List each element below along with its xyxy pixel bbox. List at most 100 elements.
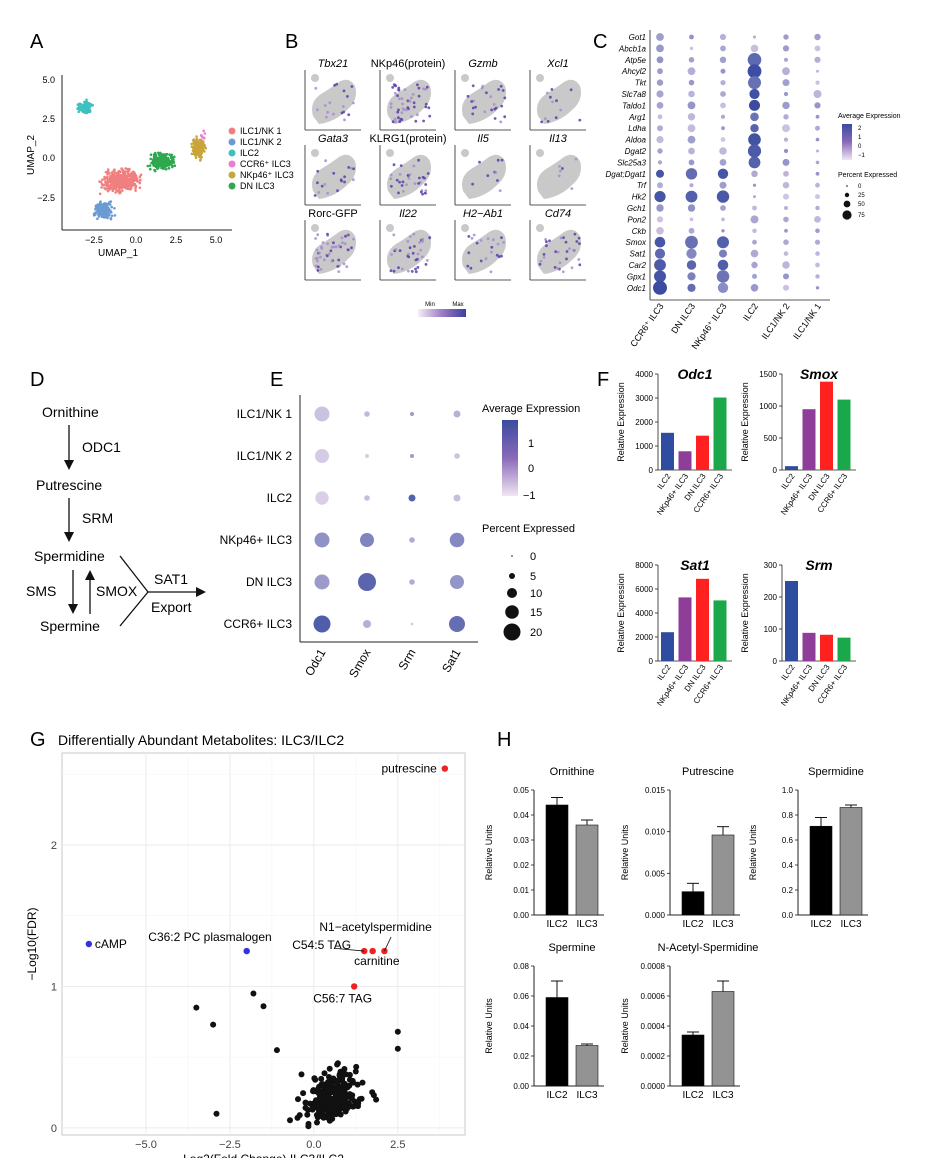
feature-plot-expr [503, 115, 507, 119]
volcano-point-label: carnitine [354, 954, 400, 968]
c-dot [783, 193, 789, 200]
panel-h-bar-charts: Ornithine 0.00 0.01 0.02 0.03 0.04 0.05 Relativ… [484, 766, 868, 1101]
h-ytick-label: 0.005 [645, 869, 666, 878]
umap-ytick: 0.0 [42, 153, 55, 163]
feature-plot-expr [352, 167, 355, 171]
h-xtick-label: ILC3 [712, 1090, 734, 1101]
umap-cell [121, 189, 124, 192]
feature-plot-expr [496, 158, 500, 162]
c-dot [687, 67, 696, 76]
volcano-point [346, 1091, 353, 1098]
e-dot [314, 574, 330, 590]
feature-plot-expr [397, 191, 400, 195]
e-dot [408, 494, 416, 502]
c-dot [687, 113, 696, 121]
volcano-point [315, 1090, 322, 1097]
feature-plot-expr [405, 183, 408, 187]
feature-plot-expr [407, 252, 410, 256]
c-dot [750, 112, 759, 122]
feature-plot-expr [398, 249, 402, 253]
umap-cell [135, 177, 139, 180]
feature-plot-expr [401, 102, 404, 106]
volcano-point [298, 1071, 305, 1078]
volcano-leader-line [384, 936, 392, 952]
feature-plot-expr [326, 242, 329, 246]
feature-plot-expr [344, 234, 347, 238]
umap-cell [133, 182, 137, 186]
feature-plot-cells [461, 224, 469, 232]
umap-cell [77, 110, 80, 114]
legend-swatch [228, 171, 236, 179]
volcano-point-label: putrescine [381, 762, 437, 776]
feature-plot-expr [320, 245, 323, 249]
feature-plot-expr [478, 160, 481, 164]
c-dot [656, 216, 664, 223]
feature-plot-title: Cd74 [545, 208, 571, 220]
c-dot [654, 191, 666, 203]
umap-cell [96, 209, 99, 213]
c-dot [689, 46, 694, 51]
feature-plot-expr [426, 172, 430, 175]
c-dot [815, 182, 820, 188]
feature-plot-expr [326, 110, 329, 114]
pathway-srm: SRM [82, 510, 113, 526]
volcano-ytick: 0 [51, 1123, 57, 1135]
feature-plot-expr [577, 258, 581, 261]
feature-plot-expr [319, 267, 323, 271]
volcano-point [321, 1070, 328, 1077]
volcano-point [321, 1104, 328, 1111]
legend-swatch [228, 149, 236, 157]
feature-plot-expr [559, 236, 563, 240]
umap-cell [86, 104, 89, 108]
feature-plot-expr [398, 180, 401, 184]
umap-cell [126, 184, 130, 188]
scale-min-label: Min [425, 302, 435, 308]
c-dot [815, 114, 820, 119]
legend-label: NKp46⁺ ILC3 [240, 170, 294, 180]
arrowhead [196, 587, 206, 597]
h-chart-title: Putrescine [682, 766, 734, 778]
feature-plot-expr [411, 93, 415, 96]
umap-cell [132, 176, 136, 179]
c-legend-pct-dot [846, 185, 848, 187]
e-legend-pct-title: Percent Expressed [482, 523, 575, 535]
feature-plot-expr [323, 104, 327, 107]
feature-plot-expr [411, 251, 415, 255]
umap-cell [196, 140, 200, 144]
feature-plot-expr [349, 166, 353, 170]
feature-plot-expr [332, 171, 336, 175]
c-dot [750, 215, 759, 224]
feature-plot-expr [319, 255, 322, 259]
c-dot [752, 273, 757, 279]
umap-cell [134, 186, 137, 190]
feature-plot-expr [497, 255, 501, 259]
c-dot [656, 169, 664, 178]
legend-label: CCR6⁺ ILC3 [240, 159, 291, 169]
feature-plot-expr [470, 236, 474, 240]
c-legend-pct-tick: 50 [858, 202, 865, 208]
feature-plot-expr [410, 115, 413, 118]
feature-plot-expr [565, 250, 569, 253]
e-legend-pct-dot [511, 555, 513, 557]
umap-cell [124, 184, 127, 187]
feature-plot-expr [337, 244, 341, 248]
h-bar [711, 834, 735, 916]
c-dot [719, 181, 727, 189]
feature-plot-title: Il13 [549, 133, 568, 145]
feature-plot-expr [575, 240, 579, 243]
c-dot [747, 64, 762, 79]
f-ytick-label: 1000 [635, 442, 653, 451]
feature-plot-title: Rorc-GFP [308, 208, 358, 220]
e-col-label: Sat1 [439, 646, 464, 675]
volcano-point [358, 1095, 365, 1102]
c-dot [815, 194, 820, 200]
feature-plot-expr [543, 117, 547, 121]
c-dot [752, 183, 757, 187]
umap-cell [110, 214, 114, 218]
f-ytick-label: 100 [764, 625, 778, 634]
h-xtick-label: ILC2 [546, 919, 568, 930]
feature-plot-expr [407, 176, 411, 180]
feature-plot-expr [326, 232, 329, 236]
umap-xlabel: UMAP_1 [98, 248, 138, 259]
